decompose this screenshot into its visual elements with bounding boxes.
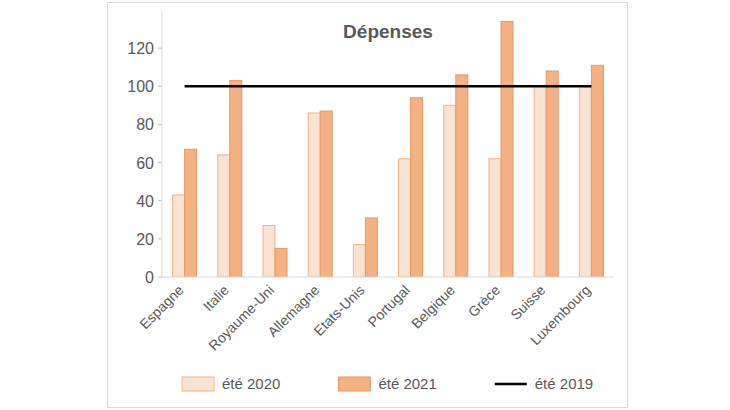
- legend-swatch: [495, 383, 527, 386]
- bar: [456, 75, 468, 277]
- y-tick: [158, 124, 162, 125]
- x-tick-label: Suisse: [507, 282, 548, 323]
- x-tick-label: Espagne: [136, 282, 187, 333]
- line: [185, 85, 592, 88]
- x-tick-label: Portugal: [365, 282, 413, 330]
- bar: [275, 248, 287, 277]
- bar: [489, 159, 501, 277]
- y-tick-label: 80: [136, 116, 154, 133]
- legend-label: été 2020: [222, 375, 280, 392]
- y-tick-label: 60: [136, 155, 154, 172]
- legend-swatch: [338, 377, 370, 391]
- bar: [534, 86, 546, 277]
- bar: [579, 86, 591, 277]
- legend-swatch: [182, 377, 214, 391]
- bar: [501, 21, 513, 277]
- y-tick-label: 100: [127, 78, 154, 95]
- y-tick-label: 40: [136, 193, 154, 210]
- bar: [308, 113, 320, 277]
- legend: été 2020 été 2021 été 2019: [182, 375, 593, 392]
- plot-area: [173, 21, 604, 277]
- bar: [173, 195, 185, 277]
- chart-frame: [108, 3, 628, 408]
- bar: [411, 98, 423, 277]
- y-tick-label: 120: [127, 40, 154, 57]
- x-tick-label: Italie: [200, 282, 232, 314]
- x-tick-label: Grèce: [465, 282, 503, 320]
- legend-label: été 2021: [378, 375, 436, 392]
- y-tick-label: 0: [145, 269, 154, 286]
- y-axis: [162, 10, 163, 277]
- bar: [353, 245, 365, 277]
- bar: [230, 81, 242, 277]
- y-tick: [158, 238, 162, 239]
- x-tick-label: Belgique: [408, 282, 458, 332]
- legend-label: été 2019: [535, 375, 593, 392]
- bar: [399, 159, 411, 277]
- chart-container: Dépenses 0 20 40 60 80 100 120 Espagne ItalieRoya…: [0, 0, 730, 410]
- chart-svg: Dépenses 0 20 40 60 80 100 120 Espagne ItalieRoya…: [0, 0, 730, 410]
- chart-title: Dépenses: [343, 21, 433, 42]
- bar: [218, 155, 230, 277]
- y-tick: [158, 277, 162, 278]
- y-tick: [158, 48, 162, 49]
- y-tick-label: 20: [136, 231, 154, 248]
- y-tick: [158, 86, 162, 87]
- x-axis: [162, 277, 614, 278]
- bar: [546, 71, 558, 277]
- bar: [263, 226, 275, 277]
- bar: [320, 111, 332, 277]
- y-tick: [158, 162, 162, 163]
- x-tick-label: Luxembourg: [527, 282, 593, 348]
- bar: [444, 105, 456, 277]
- bar: [591, 65, 603, 277]
- x-tick-label: Etats-Unis: [311, 282, 368, 339]
- bar: [365, 218, 377, 277]
- y-tick: [158, 200, 162, 201]
- bar: [185, 149, 197, 277]
- x-tick-label: Royaume-Uni: [205, 282, 277, 354]
